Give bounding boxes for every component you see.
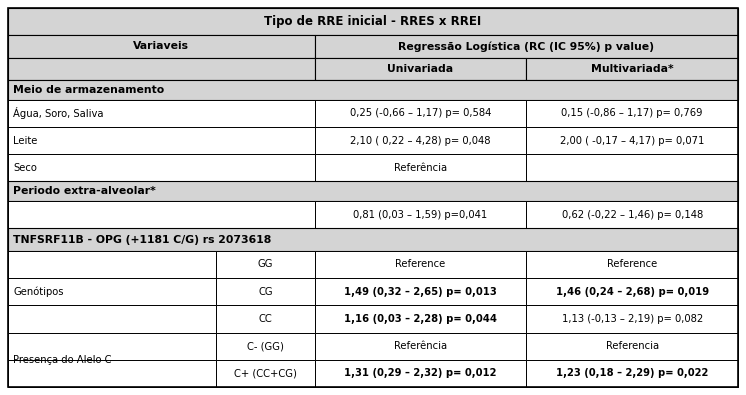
Text: Água, Soro, Saliva: Água, Soro, Saliva <box>13 107 104 119</box>
Text: 0,25 (-0,66 – 1,17) p= 0,584: 0,25 (-0,66 – 1,17) p= 0,584 <box>350 108 491 118</box>
Bar <box>526 333 738 360</box>
Text: Tipo de RRE inicial - RRES x RREI: Tipo de RRE inicial - RRES x RREI <box>264 15 482 28</box>
Text: 1,13 (-0,13 – 2,19) p= 0,082: 1,13 (-0,13 – 2,19) p= 0,082 <box>562 314 703 324</box>
Text: Referência: Referência <box>394 163 447 173</box>
Bar <box>8 127 315 154</box>
Text: CG: CG <box>258 287 272 297</box>
Text: GG: GG <box>257 260 273 269</box>
Bar <box>8 181 738 201</box>
Bar <box>216 305 315 333</box>
Bar <box>315 100 526 127</box>
Text: 1,31 (0,29 – 2,32) p= 0,012: 1,31 (0,29 – 2,32) p= 0,012 <box>344 369 497 378</box>
Bar <box>8 154 315 181</box>
Bar <box>8 8 738 35</box>
Bar <box>315 154 526 181</box>
Text: Seco: Seco <box>13 163 37 173</box>
Bar <box>8 35 315 58</box>
Bar <box>315 201 526 228</box>
Bar <box>526 360 738 387</box>
Bar <box>526 278 738 305</box>
Bar <box>526 305 738 333</box>
Text: Meio de armazenamento: Meio de armazenamento <box>13 85 164 95</box>
Bar <box>8 58 315 80</box>
Bar <box>526 127 738 154</box>
Bar <box>315 58 526 80</box>
Bar <box>216 360 315 387</box>
Text: Variaveis: Variaveis <box>134 41 189 51</box>
Text: Genótipos: Genótipos <box>13 286 63 297</box>
Bar <box>8 100 315 127</box>
Bar <box>315 305 526 333</box>
Bar <box>526 251 738 278</box>
Text: Referência: Referência <box>394 341 447 351</box>
Bar <box>526 58 738 80</box>
Text: C+ (CC+CG): C+ (CC+CG) <box>234 369 297 378</box>
Text: Regressão Logística (RC (IC 95%) p value): Regressão Logística (RC (IC 95%) p value… <box>398 41 654 52</box>
Text: Periodo extra-alveolar*: Periodo extra-alveolar* <box>13 186 156 196</box>
Text: 0,62 (-0,22 – 1,46) p= 0,148: 0,62 (-0,22 – 1,46) p= 0,148 <box>562 210 703 220</box>
Text: 2,00 ( -0,17 – 4,17) p= 0,071: 2,00 ( -0,17 – 4,17) p= 0,071 <box>560 135 704 145</box>
Text: C- (GG): C- (GG) <box>247 341 283 351</box>
Text: 2,10 ( 0,22 – 4,28) p= 0,048: 2,10 ( 0,22 – 4,28) p= 0,048 <box>350 135 491 145</box>
Bar <box>8 80 738 100</box>
Text: Multivariada*: Multivariada* <box>591 64 674 74</box>
Bar <box>216 278 315 305</box>
Text: 1,23 (0,18 – 2,29) p= 0,022: 1,23 (0,18 – 2,29) p= 0,022 <box>556 369 709 378</box>
Bar <box>315 127 526 154</box>
Bar <box>8 360 216 387</box>
Text: 0,81 (0,03 – 1,59) p=0,041: 0,81 (0,03 – 1,59) p=0,041 <box>354 210 488 220</box>
Text: Univariada: Univariada <box>387 64 454 74</box>
Bar <box>526 201 738 228</box>
Bar <box>8 228 738 251</box>
Bar <box>216 251 315 278</box>
Bar <box>8 305 216 333</box>
Bar <box>315 333 526 360</box>
Bar <box>8 333 216 360</box>
Bar <box>8 251 216 278</box>
Bar <box>315 35 738 58</box>
Text: 0,15 (-0,86 – 1,17) p= 0,769: 0,15 (-0,86 – 1,17) p= 0,769 <box>562 108 703 118</box>
Text: 1,46 (0,24 – 2,68) p= 0,019: 1,46 (0,24 – 2,68) p= 0,019 <box>556 287 709 297</box>
Bar <box>8 278 216 305</box>
Bar <box>216 333 315 360</box>
Bar <box>526 100 738 127</box>
Text: CC: CC <box>258 314 272 324</box>
Text: 1,49 (0,32 – 2,65) p= 0,013: 1,49 (0,32 – 2,65) p= 0,013 <box>344 287 497 297</box>
Text: 1,16 (0,03 – 2,28) p= 0,044: 1,16 (0,03 – 2,28) p= 0,044 <box>344 314 497 324</box>
Bar <box>315 251 526 278</box>
Text: Reference: Reference <box>607 260 657 269</box>
Text: Presença do Alelo C: Presença do Alelo C <box>13 355 111 365</box>
Text: Reference: Reference <box>395 260 445 269</box>
Text: TNFSRF11B - OPG (+1181 C/G) rs 2073618: TNFSRF11B - OPG (+1181 C/G) rs 2073618 <box>13 235 272 245</box>
Text: Leite: Leite <box>13 135 37 145</box>
Text: Referencia: Referencia <box>606 341 659 351</box>
Bar <box>8 201 315 228</box>
Bar <box>526 154 738 181</box>
Bar <box>315 278 526 305</box>
Bar <box>315 360 526 387</box>
